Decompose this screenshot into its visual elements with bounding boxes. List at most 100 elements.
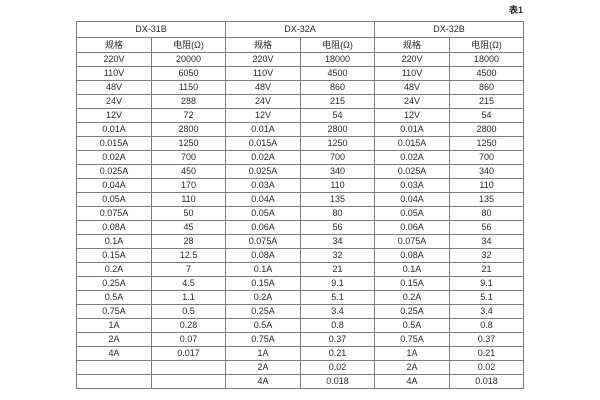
- resistance-cell: 32: [300, 248, 376, 263]
- spec-cell: 0.08A: [225, 248, 302, 263]
- table-row: 0.04A 170 0.03A 110 0.03A 110: [76, 178, 525, 193]
- resistance-cell: 0.21: [300, 346, 376, 361]
- resistance-cell: 0.8: [300, 318, 376, 333]
- resistance-cell: 860: [300, 80, 376, 95]
- spec-cell: 2A: [76, 332, 152, 347]
- spec-cell: 110V: [76, 66, 152, 81]
- spec-cell: 24V: [374, 94, 451, 109]
- spec-cell: 0.75A: [374, 332, 451, 347]
- resistance-cell: 80: [300, 206, 376, 221]
- resistance-cell: 1.1: [150, 290, 227, 305]
- resistance-cell: 1250: [449, 136, 525, 151]
- resistance-cell: 50: [150, 206, 227, 221]
- table-row: 0.075A 50 0.05A 80 0.05A 80: [76, 206, 525, 221]
- resistance-cell: 56: [300, 220, 376, 235]
- table-row: 0.025A 450 0.025A 340 0.025A 340: [76, 164, 525, 179]
- spec-cell: 0.025A: [225, 164, 302, 179]
- resistance-cell: 5.1: [300, 290, 376, 305]
- spec-cell: 0.25A: [374, 304, 451, 319]
- spec-cell: 2A: [374, 360, 451, 375]
- resistance-cell: 72: [150, 108, 227, 123]
- spec-cell: 4A: [225, 374, 302, 389]
- resistance-cell: 0.018: [449, 374, 525, 389]
- resistance-cell: 0.017: [150, 346, 227, 361]
- table-row: 0.25A 4.5 0.15A 9.1 0.15A 9.1: [76, 276, 525, 291]
- spec-cell: 0.25A: [76, 276, 152, 291]
- spec-cell: 1A: [76, 318, 152, 333]
- resistance-cell: 0.07: [150, 332, 227, 347]
- resistance-cell: 80: [449, 206, 525, 221]
- resistance-cell: 700: [449, 150, 525, 165]
- resistance-cell: 700: [300, 150, 376, 165]
- resistance-cell: 9.1: [300, 276, 376, 291]
- resistance-cell: 2800: [150, 122, 227, 137]
- resistance-cell: 21: [449, 262, 525, 277]
- resistance-cell: 0.37: [449, 332, 525, 347]
- table-row: 0.05A 110 0.04A 135 0.04A 135: [76, 192, 525, 207]
- resistance-cell: 170: [150, 178, 227, 193]
- resistance-cell: 54: [449, 108, 525, 123]
- resistance-cell: 0.018: [300, 374, 376, 389]
- table-row: 2A 0.02 2A 0.02: [76, 360, 525, 375]
- table-row: 0.01A 2800 0.01A 2800 0.01A 2800: [76, 122, 525, 137]
- resistance-cell: 0.37: [300, 332, 376, 347]
- resistance-cell: 340: [300, 164, 376, 179]
- spec-cell: 0.04A: [374, 192, 451, 207]
- resistance-cell: 34: [300, 234, 376, 249]
- resistance-cell: 4500: [449, 66, 525, 81]
- table-row: 48V 1150 48V 860 48V 860: [76, 80, 525, 95]
- spec-cell: 0.075A: [76, 206, 152, 221]
- resistance-cell: 110: [300, 178, 376, 193]
- spec-cell: 0.2A: [374, 290, 451, 305]
- group-header: DX-32A: [225, 21, 376, 38]
- resistance-cell: 1150: [150, 80, 227, 95]
- table-row: 2A 0.07 0.75A 0.37 0.75A 0.37: [76, 332, 525, 347]
- resistance-cell: 3.4: [300, 304, 376, 319]
- resistance-cell: 135: [300, 192, 376, 207]
- spec-cell: 0.02A: [374, 150, 451, 165]
- spec-cell: 0.06A: [374, 220, 451, 235]
- spec-cell: 0.1A: [225, 262, 302, 277]
- group-header-row: DX-31B DX-32A DX-32B: [75, 21, 525, 38]
- spec-column-header: 规格: [76, 37, 152, 53]
- resistance-cell: 0.5: [150, 304, 227, 319]
- spec-cell: 0.075A: [374, 234, 451, 249]
- resistance-cell: 34: [449, 234, 525, 249]
- spec-cell: 24V: [225, 94, 302, 109]
- spec-cell: 220V: [225, 52, 302, 67]
- resistance-cell: 1250: [300, 136, 376, 151]
- spec-cell: 0.05A: [225, 206, 302, 221]
- resistance-cell: 18000: [449, 52, 525, 67]
- resistance-cell: 0.21: [449, 346, 525, 361]
- resistance-cell: 3.4: [449, 304, 525, 319]
- table-row: 4A 0.018 4A 0.018: [76, 374, 525, 389]
- spec-cell: 0.015A: [374, 136, 451, 151]
- spec-cell: 0.04A: [225, 192, 302, 207]
- resistance-cell: 54: [300, 108, 376, 123]
- spec-cell: 0.01A: [76, 122, 152, 137]
- resistance-cell: 340: [449, 164, 525, 179]
- table-row: 0.2A 7 0.1A 21 0.1A 21: [76, 262, 525, 277]
- table-row: 0.02A 700 0.02A 700 0.02A 700: [76, 150, 525, 165]
- resistance-cell: 9.1: [449, 276, 525, 291]
- spec-cell: 220V: [76, 52, 152, 67]
- spec-cell: 0.06A: [225, 220, 302, 235]
- group-header: DX-31B: [75, 21, 227, 38]
- spec-cell: 1A: [374, 346, 451, 361]
- column-header-row: 规格 电阻(Ω) 规格 电阻(Ω) 规格 电阻(Ω): [76, 37, 525, 53]
- spec-cell: 12V: [76, 108, 152, 123]
- resistance-cell: 700: [150, 150, 227, 165]
- spec-cell: 4A: [374, 374, 451, 389]
- resistance-cell: 2800: [300, 122, 376, 137]
- spec-cell: [76, 374, 152, 389]
- resistance-cell: 0.8: [449, 318, 525, 333]
- spec-cell: 0.15A: [76, 248, 152, 263]
- resistance-cell: 56: [449, 220, 525, 235]
- spec-cell: 0.01A: [374, 122, 451, 137]
- spec-cell: 0.01A: [225, 122, 302, 137]
- spec-column-header: 规格: [225, 37, 302, 53]
- resistance-cell: 110: [449, 178, 525, 193]
- resistance-cell: 110: [150, 192, 227, 207]
- resistance-cell: 135: [449, 192, 525, 207]
- spec-cell: 1A: [225, 346, 302, 361]
